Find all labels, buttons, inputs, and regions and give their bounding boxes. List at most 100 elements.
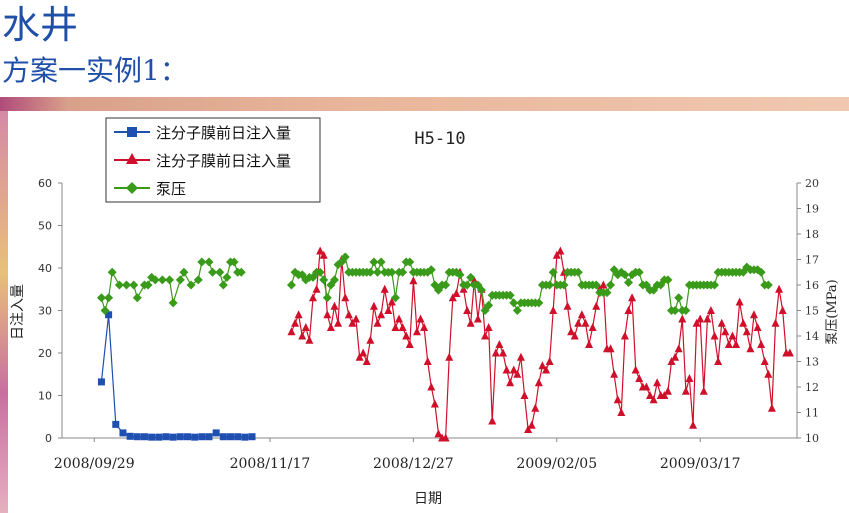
series-2-point [473,314,482,323]
series-2-point [452,289,461,297]
series-1-point [212,429,220,437]
series-2-point [577,310,586,319]
series-3-point [322,293,332,303]
series-2-point [319,250,328,259]
series-2-point [778,306,787,314]
series-3-point [129,280,139,290]
series-3-point [179,267,189,277]
series-3-point [509,298,519,308]
series-2-point [359,348,368,357]
series-2-point [291,318,300,327]
series-2-point [420,323,429,331]
y-tick-label: 0 [45,432,52,445]
series-3-point [602,288,612,298]
series-2-point [316,246,325,255]
series-2-point [628,293,637,302]
series-2-point [613,395,622,404]
series-1-point [169,433,177,441]
y-tick-label: 40 [38,262,52,275]
series-3-point [150,275,160,285]
series-3-point [104,293,114,303]
series-1-point [112,420,120,428]
series-3-point [157,275,167,285]
y2-tick-label: 19 [805,203,819,216]
series-3-point [286,280,296,290]
series-2-point [592,301,601,310]
series-3-point [208,267,218,277]
series-1-point [126,432,134,440]
slide-subtitle: 方案一实例1： [2,54,188,87]
y2-tick-label: 10 [805,432,819,445]
series-3-point [107,267,117,277]
series-1-point [248,433,256,441]
series-2-point [724,340,733,348]
series-3-point [663,275,673,285]
series-2-point [617,408,626,416]
series-3-point [319,275,329,285]
legend-marker-1 [127,127,137,137]
series-2-point [538,361,547,370]
y-tick-label: 60 [38,177,52,190]
y2-tick-label: 20 [805,177,819,190]
series-3-point [175,275,185,285]
series-3-point [229,257,239,267]
series-2-point [606,344,615,353]
series-1-point [205,433,213,441]
series-3-point [512,306,522,315]
series-3-point [186,280,196,290]
series-2-point [646,391,654,399]
x-tick-label: 2008/12/27 [373,456,454,472]
series-2-point [692,318,701,327]
series-3-point [484,300,494,310]
series-2-point [653,378,662,387]
series-2-point [502,365,511,374]
series-2-point [667,357,676,365]
y2-tick-label: 12 [805,381,819,394]
series-3-point [620,270,630,280]
series-3-point [390,293,400,303]
series-2-point [531,403,540,412]
series-2-point [355,352,364,361]
series-1-point [183,433,191,441]
series-3-point [132,293,142,303]
series-3-point [559,280,569,290]
series-2-point [506,378,515,387]
series-2-point [681,386,690,395]
series-3-point [405,257,415,267]
series-3-point [315,267,325,277]
series-2-point [434,429,443,438]
series-3-point [534,298,544,308]
series-3-point [236,267,246,277]
series-2-point [387,297,396,306]
series-3-point [426,265,436,275]
series-2-point [380,284,389,293]
series-3-point [165,275,175,285]
series-3-point [670,306,680,315]
series-3-point [441,280,451,290]
series-2-point [398,323,407,331]
legend-label-2: 注分子膜前日注入量 [156,152,291,170]
series-3-point [548,267,558,277]
series-1-point [176,433,184,441]
series-2-point [699,386,708,395]
series-2-point [362,357,371,365]
series-2-point [703,314,712,323]
series-2-point [735,297,744,306]
series-2-point [416,314,425,323]
series-2-point [567,327,576,336]
series-2-point [753,323,762,331]
y2-tick-label: 16 [805,279,819,292]
series-2-point [391,323,400,331]
slide-title: 水井 [2,3,79,47]
series-2-point [509,365,518,374]
series-3-point [369,257,379,267]
decorative-side-strip [0,111,8,513]
series-2-point [552,250,561,259]
series-3-point [674,293,684,303]
series-2-point [749,310,758,319]
y2-tick-label: 13 [805,356,819,369]
series-3-point [763,280,773,290]
series-2-point [732,340,741,348]
series-2-point [301,323,310,331]
series-2-point [545,357,554,365]
